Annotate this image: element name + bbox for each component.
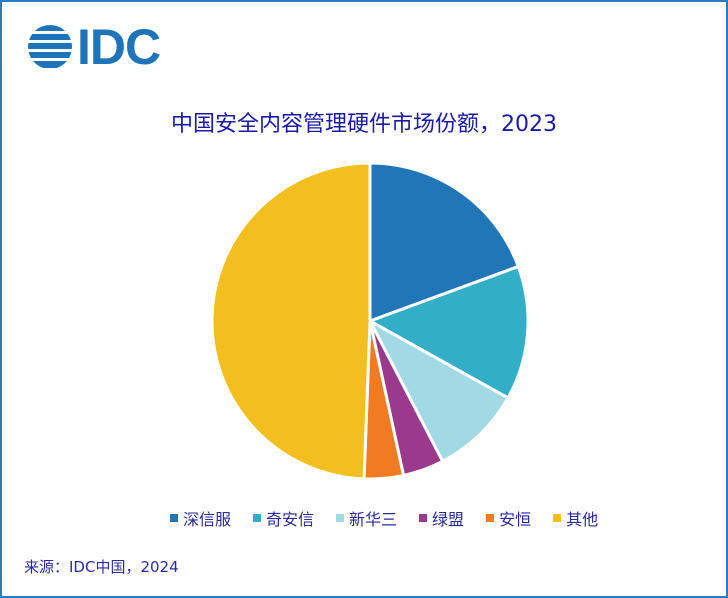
legend-swatch — [336, 514, 345, 522]
logo-text: IDC — [77, 19, 161, 75]
legend-swatch — [170, 514, 178, 522]
legend-label: 绿盟 — [432, 510, 465, 529]
legend-swatch — [553, 514, 562, 522]
globe-icon — [28, 25, 72, 68]
legend-item: 奇安信 — [253, 506, 314, 530]
legend-item: 深信服 — [170, 506, 231, 530]
legend-label: 安恒 — [499, 510, 532, 529]
pie-slice-1 — [368, 265, 530, 400]
chart-legend: 深信服 奇安信 新华三 绿盟 安恒 其他 — [170, 506, 620, 530]
legend-item: 绿盟 — [419, 506, 464, 530]
legend-label: 奇安信 — [266, 510, 315, 529]
legend-item: 安恒 — [486, 506, 531, 530]
legend-item: 其他 — [553, 506, 598, 530]
legend-swatch — [253, 514, 262, 522]
legend-label: 深信服 — [183, 510, 232, 529]
legend-label: 新华三 — [349, 510, 398, 529]
legend-label: 其他 — [566, 510, 599, 529]
pie-chart — [210, 161, 530, 481]
pie-slice-0 — [368, 161, 520, 323]
legend-item: 新华三 — [336, 506, 397, 530]
chart-title: 中国安全内容管理硬件市场份额，2023 — [171, 112, 557, 137]
pie-slice-5 — [210, 161, 372, 481]
source-note: 来源：IDC中国，2024 — [24, 558, 179, 576]
idc-logo: IDC — [27, 19, 161, 75]
pie-slice-2 — [368, 319, 510, 463]
legend-swatch — [419, 514, 428, 522]
legend-swatch — [486, 514, 495, 522]
